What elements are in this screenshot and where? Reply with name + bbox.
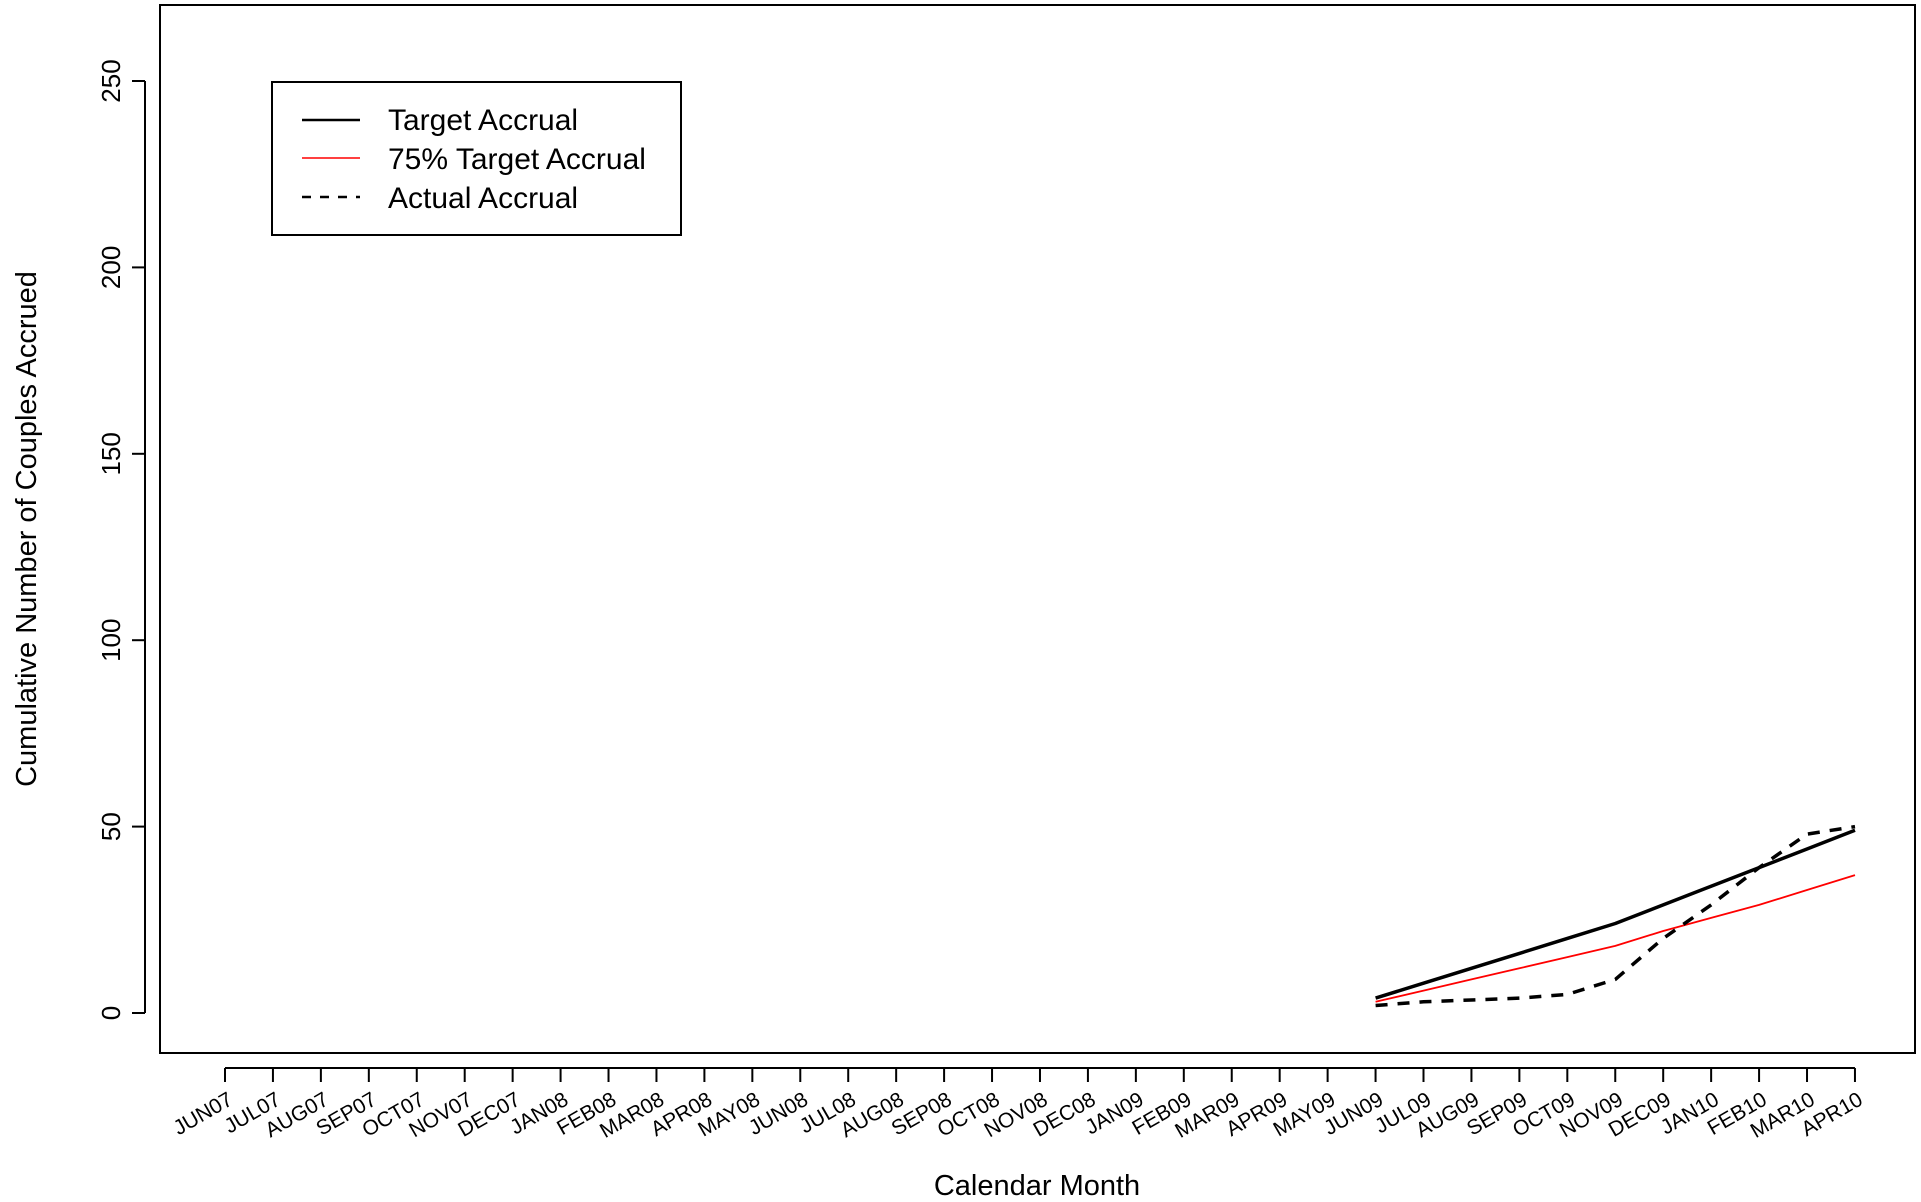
legend-label-target: Target Accrual xyxy=(388,104,578,137)
y-tick-label: 250 xyxy=(96,59,126,102)
y-axis-title: Cumulative Number of Couples Accrued xyxy=(11,271,43,787)
y-tick-label: 200 xyxy=(96,246,126,289)
legend-label-actual: Actual Accrual xyxy=(388,182,578,215)
series-line-75-target-accrual xyxy=(1375,874,1856,1003)
series-line-target-accrual xyxy=(1375,828,1856,1000)
legend-label-75pct: 75% Target Accrual xyxy=(388,143,646,176)
series-line-actual-accrual xyxy=(1375,824,1856,1008)
y-tick-label: 150 xyxy=(96,432,126,475)
x-axis-title: Calendar Month xyxy=(934,1170,1140,1202)
legend: Target Accrual 75% Target Accrual Actual… xyxy=(271,81,682,236)
plot-frame xyxy=(159,4,1916,1054)
series-layer xyxy=(1375,824,1856,1008)
x-axis: JUN07JUL07AUG07SEP07OCT07NOV07DEC07JAN08… xyxy=(170,1067,1867,1143)
y-tick-label: 100 xyxy=(96,619,126,662)
y-tick-label: 50 xyxy=(96,812,126,841)
y-axis: 0 50 100 150 200 250 xyxy=(96,59,146,1020)
y-tick-label: 0 xyxy=(96,1006,126,1020)
